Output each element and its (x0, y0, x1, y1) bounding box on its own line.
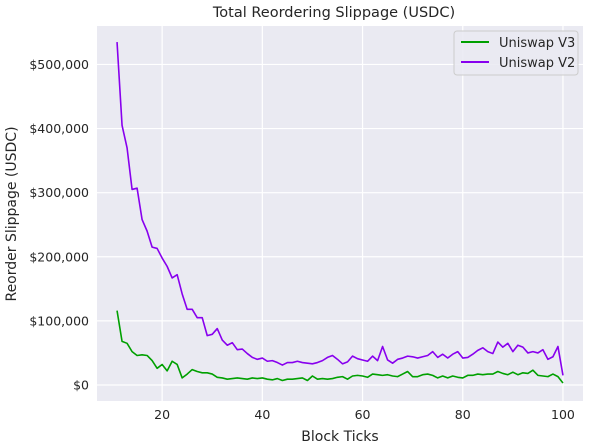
chart-title: Total Reordering Slippage (USDC) (212, 5, 455, 21)
ticks: 20 40 60 80 100 $0 $100,000 $200,000 $300,000 $40… (29, 57, 575, 422)
y-tick-label: $300,000 (29, 185, 89, 200)
legend: Uniswap V3 Uniswap V2 (453, 30, 579, 76)
x-tick-label: 100 (551, 407, 575, 422)
y-tick-label: $200,000 (29, 249, 89, 264)
plot-area (97, 26, 583, 401)
x-axis-label: Block Ticks (301, 429, 378, 445)
legend-label-uniswap-v2: Uniswap V2 (499, 56, 575, 71)
x-tick-label: 80 (455, 407, 471, 422)
grid (97, 26, 583, 401)
y-tick-label: $100,000 (29, 313, 89, 328)
series-line-uniswap-v3 (116, 310, 564, 384)
x-tick-label: 60 (355, 407, 371, 422)
y-tick-label: $400,000 (29, 121, 89, 136)
x-tick-label: 40 (254, 407, 270, 422)
y-axis-label: Reorder Slippage (USDC) (4, 126, 20, 301)
y-tick-label: $500,000 (29, 57, 89, 72)
x-tick-label: 20 (154, 407, 170, 422)
series (116, 41, 564, 384)
y-tick-label: $0 (73, 377, 89, 392)
series-line-uniswap-v2 (116, 41, 564, 376)
legend-label-uniswap-v3: Uniswap V3 (499, 36, 575, 51)
